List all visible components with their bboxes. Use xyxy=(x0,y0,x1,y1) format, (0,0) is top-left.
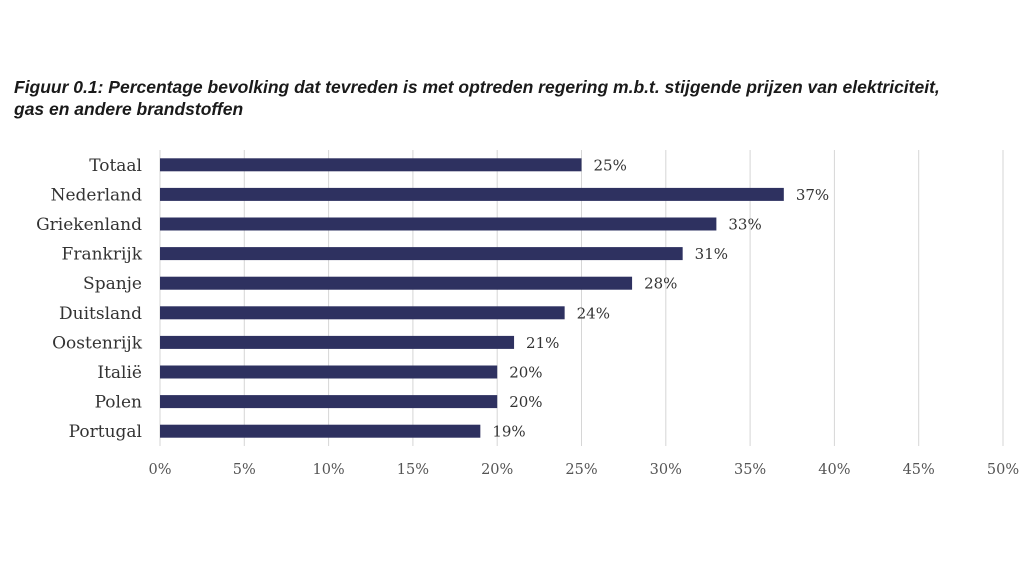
value-labels: 25% 37% 33%31% 28% 24% 21% 20% 20% 19% xyxy=(492,156,829,440)
category-label-frankrijk: Frankrijk xyxy=(62,245,143,265)
value-label-duitsland: 24% xyxy=(577,304,610,322)
bar-portugal xyxy=(160,424,481,438)
value-label-frankrijk: 31% xyxy=(695,245,728,263)
x-axis-tick-labels: 0% 5% 10% 15% 20% 25% 30% 35% 40% 45% 50% xyxy=(148,462,1019,478)
category-label-griekenland: Griekenland xyxy=(36,215,142,235)
x-tick-label-25: 25% xyxy=(565,462,597,478)
x-tick-label-40: 40% xyxy=(818,462,850,478)
category-labels: Totaal Nederland Griekenland Frankrijk Spanj… xyxy=(36,156,143,442)
category-label-portugal: Portugal xyxy=(69,422,142,442)
bar-polen xyxy=(160,395,498,409)
bar-duitsland xyxy=(160,306,565,320)
value-label-spanje: 28% xyxy=(644,275,677,293)
value-label-oostenrijk: 21% xyxy=(526,334,559,352)
category-label-spanje: Spanje xyxy=(83,274,142,294)
x-tick-label-10: 10% xyxy=(312,462,344,478)
value-label-portugal: 19% xyxy=(492,423,525,441)
bar-totaal xyxy=(160,158,582,172)
x-tick-label-5: 5% xyxy=(233,462,256,478)
bar-frankrijk xyxy=(160,247,683,261)
bar-spanje xyxy=(160,276,633,290)
category-label-italië: Italië xyxy=(97,363,142,383)
value-label-italië: 20% xyxy=(509,364,542,382)
bars xyxy=(160,158,784,438)
category-label-polen: Polen xyxy=(95,393,142,413)
x-tick-label-20: 20% xyxy=(481,462,513,478)
x-tick-label-45: 45% xyxy=(903,462,935,478)
value-label-totaal: 25% xyxy=(594,156,627,174)
value-label-nederland: 37% xyxy=(796,186,829,204)
x-tick-label-15: 15% xyxy=(397,462,429,478)
category-label-totaal: Totaal xyxy=(89,156,142,176)
bar-nederland xyxy=(160,187,784,201)
value-label-polen: 20% xyxy=(509,393,542,411)
value-label-griekenland: 33% xyxy=(728,216,761,234)
x-tick-label-0: 0% xyxy=(148,462,171,478)
x-tick-label-30: 30% xyxy=(650,462,682,478)
category-label-nederland: Nederland xyxy=(51,185,143,205)
bar-italië xyxy=(160,365,498,379)
category-label-oostenrijk: Oostenrijk xyxy=(52,333,143,353)
x-tick-label-35: 35% xyxy=(734,462,766,478)
category-label-duitsland: Duitsland xyxy=(59,304,142,324)
chart-title: Figuur 0.1: Percentage bevolking dat tev… xyxy=(14,77,940,119)
bar-griekenland xyxy=(160,217,717,231)
x-tick-label-50: 50% xyxy=(987,462,1019,478)
bar-oostenrijk xyxy=(160,335,515,349)
